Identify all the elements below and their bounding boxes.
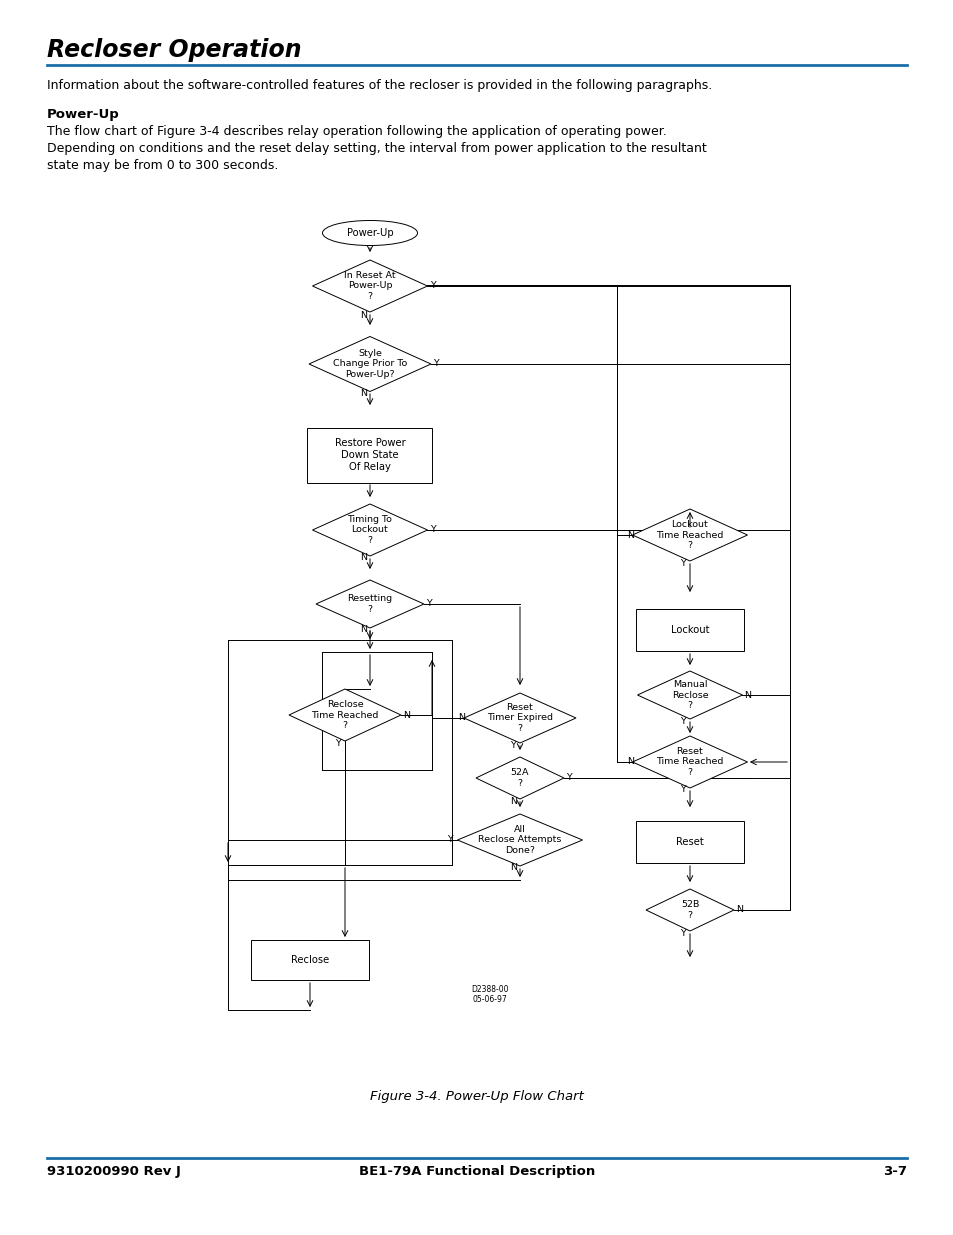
Text: All
Reclose Attempts
Done?: All Reclose Attempts Done? — [477, 825, 561, 855]
Text: Figure 3-4. Power-Up Flow Chart: Figure 3-4. Power-Up Flow Chart — [370, 1091, 583, 1103]
Text: 52B
?: 52B ? — [680, 900, 699, 920]
Text: N: N — [510, 863, 517, 872]
Text: N: N — [402, 710, 410, 720]
Text: Resetting
?: Resetting ? — [347, 594, 392, 614]
Bar — [636, 821, 743, 863]
Text: Recloser Operation: Recloser Operation — [47, 38, 301, 62]
Text: In Reset At
Power-Up
?: In Reset At Power-Up ? — [344, 272, 395, 301]
Text: Power-Up: Power-Up — [47, 107, 120, 121]
Text: N: N — [359, 553, 367, 562]
Polygon shape — [476, 757, 563, 799]
Text: Y: Y — [426, 599, 432, 609]
Polygon shape — [313, 504, 427, 556]
Text: N: N — [510, 797, 517, 805]
Text: Reset
Timer Expired
?: Reset Timer Expired ? — [486, 703, 553, 732]
Text: Y: Y — [679, 716, 685, 725]
Text: Lockout: Lockout — [670, 625, 708, 635]
Text: Y: Y — [335, 739, 340, 747]
Text: Y: Y — [430, 526, 436, 535]
Text: Y: Y — [510, 741, 516, 750]
Polygon shape — [632, 736, 747, 788]
Text: N: N — [457, 714, 464, 722]
Text: Y: Y — [679, 785, 685, 794]
Text: 3-7: 3-7 — [882, 1165, 906, 1178]
Polygon shape — [313, 261, 427, 312]
Text: 9310200990 Rev J: 9310200990 Rev J — [47, 1165, 181, 1178]
Text: N: N — [359, 625, 367, 635]
Text: Lockout
Time Reached
?: Lockout Time Reached ? — [656, 520, 723, 550]
Text: Timing To
Lockout
?: Timing To Lockout ? — [347, 515, 392, 545]
Text: Power-Up: Power-Up — [346, 228, 393, 238]
Text: N: N — [626, 757, 634, 767]
Text: Reclose: Reclose — [291, 955, 329, 965]
Bar — [636, 609, 743, 651]
Bar — [251, 940, 369, 981]
Text: Style
Change Prior To
Power-Up?: Style Change Prior To Power-Up? — [333, 350, 407, 379]
Polygon shape — [315, 580, 423, 629]
Text: N: N — [743, 690, 750, 699]
Ellipse shape — [322, 221, 417, 246]
Polygon shape — [632, 509, 747, 561]
Text: Information about the software-controlled features of the recloser is provided i: Information about the software-controlle… — [47, 79, 712, 91]
Text: Y: Y — [565, 773, 571, 783]
Polygon shape — [289, 689, 400, 741]
Text: Y: Y — [679, 558, 685, 568]
Text: Y: Y — [679, 929, 685, 937]
Text: Reclose
Time Reached
?: Reclose Time Reached ? — [311, 700, 378, 730]
Text: The flow chart of Figure 3-4 describes relay operation following the application: The flow chart of Figure 3-4 describes r… — [47, 125, 706, 172]
Text: Y: Y — [433, 359, 438, 368]
Polygon shape — [645, 889, 733, 931]
Text: Manual
Reclose
?: Manual Reclose ? — [671, 680, 707, 710]
Text: N: N — [359, 311, 367, 321]
Polygon shape — [309, 336, 431, 391]
Text: 52A
?: 52A ? — [510, 768, 529, 788]
Text: Y: Y — [430, 282, 436, 290]
Text: Restore Power
Down State
Of Relay: Restore Power Down State Of Relay — [335, 438, 405, 472]
Text: Reset: Reset — [676, 837, 703, 847]
Text: N: N — [359, 389, 367, 399]
Text: Y: Y — [447, 836, 453, 845]
Text: N: N — [626, 531, 634, 540]
Text: Reset
Time Reached
?: Reset Time Reached ? — [656, 747, 723, 777]
Text: D2388-00
05-06-97: D2388-00 05-06-97 — [471, 986, 508, 1004]
Text: BE1-79A Functional Description: BE1-79A Functional Description — [358, 1165, 595, 1178]
Text: N: N — [735, 905, 742, 914]
Bar — [307, 427, 432, 483]
Polygon shape — [463, 693, 576, 743]
Polygon shape — [457, 814, 582, 866]
Polygon shape — [637, 671, 741, 719]
